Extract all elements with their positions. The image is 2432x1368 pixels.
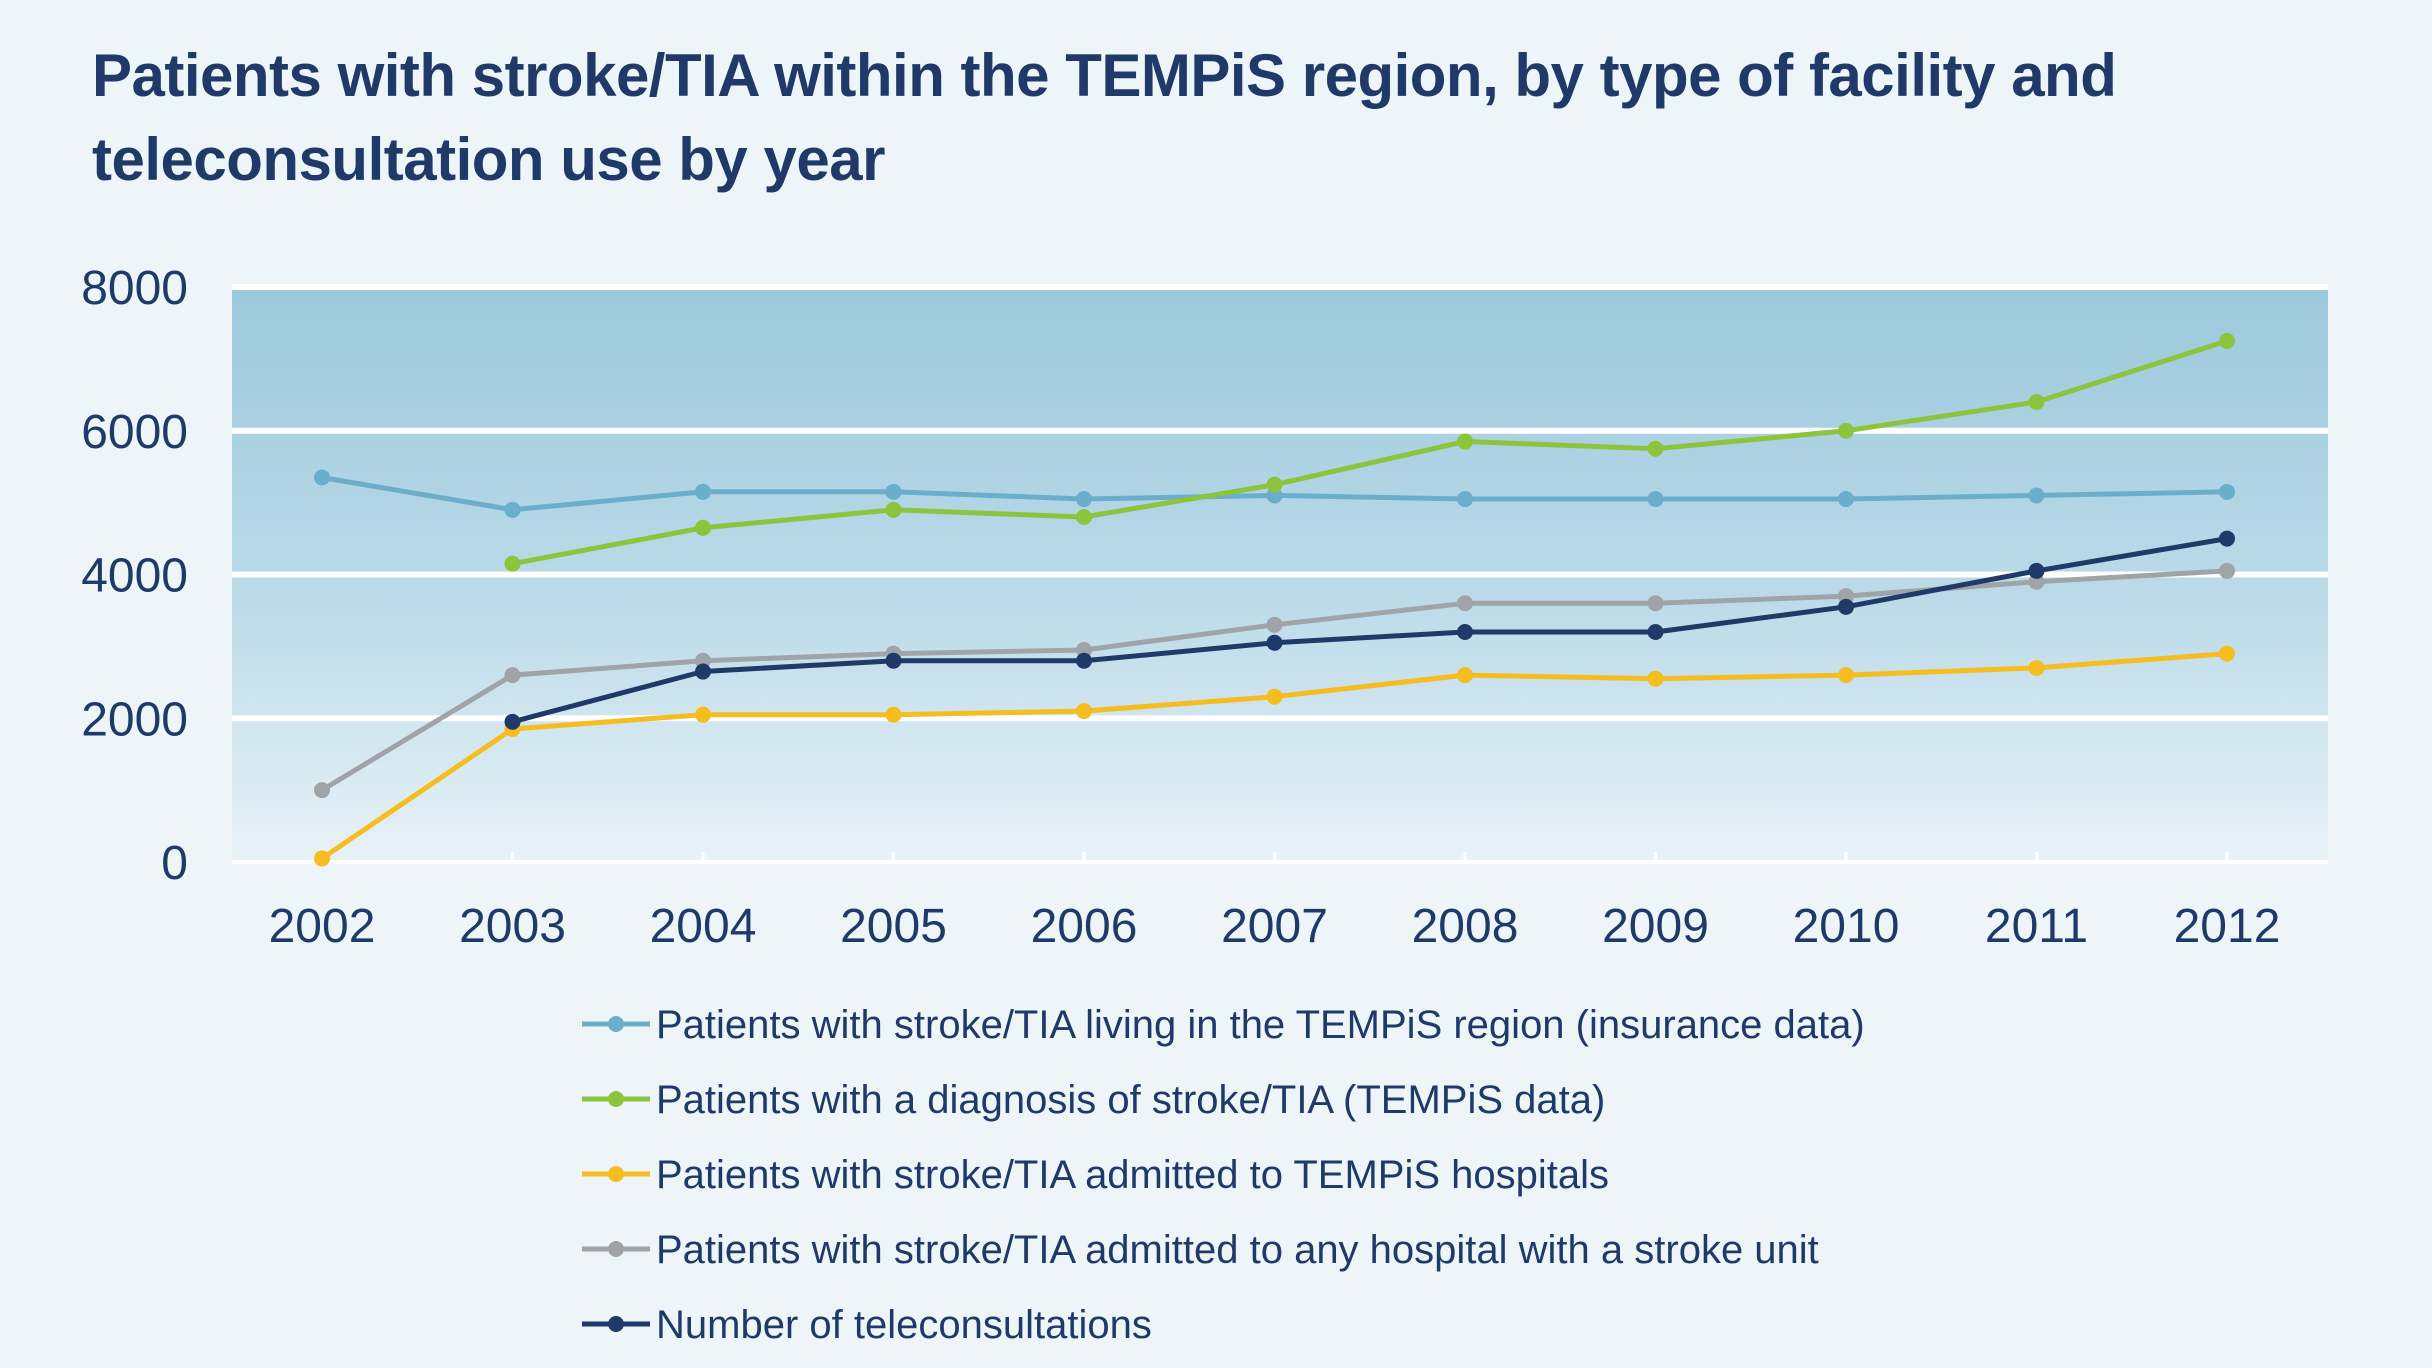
- data-point: [504, 667, 521, 684]
- data-point: [2219, 562, 2235, 579]
- data-point: [2028, 394, 2045, 410]
- data-point: [1838, 667, 1854, 684]
- legend-swatch-marker: [608, 1241, 624, 1257]
- series-2: [504, 332, 2235, 572]
- data-point: [1457, 624, 1473, 640]
- data-point: [1838, 491, 1854, 508]
- data-point: [885, 706, 902, 723]
- data-point: [695, 706, 711, 723]
- data-point: [2028, 659, 2045, 676]
- data-point: [885, 652, 902, 669]
- series-line: [510, 536, 2230, 725]
- data-point: [1076, 652, 1092, 669]
- data-point: [314, 469, 330, 486]
- data-point: [314, 850, 330, 867]
- y-tick-label: 8000: [81, 262, 188, 315]
- legend-item: Patients with stroke/TIA admitted to any…: [582, 1228, 1819, 1272]
- data-point: [1647, 595, 1664, 612]
- series-line: [510, 338, 2230, 567]
- legend-swatch-marker: [608, 1316, 624, 1332]
- legend-label: Patients with stroke/TIA living in the T…: [656, 1003, 1865, 1047]
- chart-title: Patients with stroke/TIA within the TEMP…: [92, 42, 2117, 193]
- x-tick-label: 2003: [459, 900, 566, 953]
- data-point: [1266, 688, 1283, 705]
- x-tick-label: 2007: [1221, 900, 1328, 953]
- data-point: [1838, 598, 1854, 615]
- x-tick-label: 2004: [650, 900, 757, 953]
- legend-swatch-marker: [608, 1166, 624, 1182]
- data-point: [1647, 491, 1664, 508]
- data-point: [2219, 332, 2235, 349]
- legend-swatch-marker: [608, 1016, 624, 1032]
- data-point: [1076, 703, 1092, 720]
- legend-label: Patients with stroke/TIA admitted to any…: [656, 1228, 1819, 1272]
- x-tick-label: 2005: [840, 900, 947, 953]
- series-1: [314, 469, 2235, 518]
- data-point: [695, 519, 711, 536]
- legend-swatch-marker: [608, 1091, 624, 1107]
- legend-label: Patients with stroke/TIA admitted to TEM…: [656, 1153, 1609, 1197]
- data-point: [1647, 670, 1664, 687]
- data-point: [2219, 645, 2235, 662]
- x-tick-label: 2010: [1793, 900, 1900, 953]
- x-tick-label: 2002: [269, 900, 376, 953]
- data-point: [2028, 487, 2045, 504]
- data-point: [1457, 491, 1473, 508]
- data-point: [314, 782, 330, 799]
- data-point: [2028, 562, 2045, 579]
- data-point: [1076, 491, 1092, 508]
- y-tick-label: 4000: [81, 550, 188, 603]
- x-tick-label: 2012: [2174, 900, 2281, 953]
- y-tick-label: 6000: [81, 406, 188, 459]
- data-point: [885, 483, 902, 500]
- data-point: [1457, 667, 1473, 684]
- data-point: [2219, 483, 2235, 500]
- data-point: [1076, 509, 1092, 525]
- data-point: [1647, 624, 1664, 640]
- x-tick-label: 2011: [1985, 900, 2088, 953]
- data-point: [1457, 595, 1473, 612]
- series-5: [504, 530, 2235, 730]
- data-point: [1266, 616, 1283, 633]
- legend-label: Patients with a diagnosis of stroke/TIA …: [656, 1078, 1605, 1122]
- data-point: [504, 713, 521, 730]
- x-tick-label: 2009: [1602, 900, 1709, 953]
- legend-item: Number of teleconsultations: [582, 1303, 1152, 1347]
- legend-item: Patients with stroke/TIA living in the T…: [582, 1003, 1865, 1047]
- y-tick-label: 2000: [81, 693, 188, 746]
- data-point: [885, 501, 902, 518]
- x-tick-label: 2008: [1412, 900, 1519, 953]
- y-tick-label: 0: [161, 837, 188, 890]
- data-point: [2219, 530, 2235, 547]
- data-point: [1838, 422, 1854, 439]
- data-point: [504, 555, 521, 572]
- legend-label: Number of teleconsultations: [656, 1303, 1152, 1347]
- data-point: [695, 663, 711, 680]
- legend-item: Patients with stroke/TIA admitted to TEM…: [582, 1153, 1609, 1197]
- data-point: [695, 483, 711, 500]
- x-tick-label: 2006: [1031, 900, 1138, 953]
- data-point: [1266, 476, 1283, 493]
- data-point: [1266, 634, 1283, 651]
- data-point: [504, 501, 521, 518]
- series-3: [314, 645, 2235, 867]
- data-point: [1457, 433, 1473, 450]
- data-point: [1647, 440, 1664, 457]
- legend-item: Patients with a diagnosis of stroke/TIA …: [582, 1078, 1605, 1122]
